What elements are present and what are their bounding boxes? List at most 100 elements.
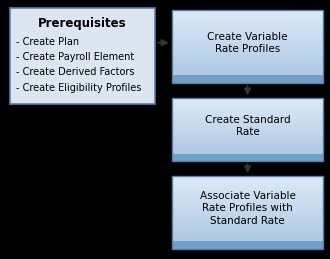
Bar <box>172 14 323 16</box>
Text: - Create Plan: - Create Plan <box>16 37 80 47</box>
Bar <box>172 18 323 19</box>
Bar <box>172 125 323 126</box>
Bar <box>172 227 323 229</box>
Bar <box>172 105 323 106</box>
Bar <box>172 81 323 83</box>
Bar <box>172 137 323 139</box>
FancyBboxPatch shape <box>10 8 155 104</box>
Bar <box>172 192 323 194</box>
Text: Create Standard
Rate: Create Standard Rate <box>205 115 290 138</box>
Bar <box>172 236 323 238</box>
Bar <box>172 100 323 102</box>
Bar <box>172 103 323 105</box>
Bar <box>172 154 323 156</box>
Bar <box>172 119 323 120</box>
Bar <box>172 16 323 18</box>
Bar <box>172 218 323 220</box>
Bar <box>172 63 323 65</box>
Bar <box>172 134 323 136</box>
Bar <box>172 38 323 39</box>
Bar <box>172 189 323 191</box>
Bar <box>172 36 323 38</box>
Bar <box>172 154 323 161</box>
Bar <box>172 194 323 196</box>
Bar <box>172 12 323 14</box>
Bar <box>172 223 323 225</box>
Bar <box>172 178 323 180</box>
Bar <box>172 225 323 227</box>
Bar <box>172 70 323 72</box>
Bar <box>172 74 323 76</box>
Bar <box>172 72 323 74</box>
Bar <box>172 43 323 45</box>
Bar <box>172 76 323 77</box>
Bar <box>172 159 323 161</box>
Bar <box>172 182 323 183</box>
Bar <box>172 212 323 214</box>
Text: Create Variable
Rate Profiles: Create Variable Rate Profiles <box>207 32 288 54</box>
Bar <box>172 47 323 48</box>
Bar <box>172 191 323 192</box>
Bar <box>172 30 323 32</box>
Bar <box>172 247 323 249</box>
Bar <box>172 28 323 30</box>
Bar <box>172 229 323 231</box>
Bar <box>172 111 323 112</box>
Text: - Create Derived Factors: - Create Derived Factors <box>16 67 135 77</box>
Bar <box>172 108 323 109</box>
Bar <box>172 106 323 108</box>
Bar <box>172 145 323 147</box>
Bar <box>172 57 323 59</box>
Bar <box>172 67 323 68</box>
Bar <box>172 39 323 41</box>
Bar <box>172 112 323 114</box>
Bar <box>172 41 323 43</box>
Bar <box>172 48 323 50</box>
Bar <box>172 77 323 79</box>
Bar <box>172 45 323 47</box>
Bar <box>172 153 323 154</box>
Bar <box>172 50 323 52</box>
Bar <box>172 202 323 203</box>
Bar <box>172 140 323 142</box>
Bar <box>172 131 323 133</box>
Bar <box>172 102 323 103</box>
Bar <box>172 79 323 81</box>
Bar <box>172 68 323 70</box>
Bar <box>172 122 323 123</box>
Bar <box>172 216 323 218</box>
Bar <box>172 65 323 67</box>
Bar <box>172 211 323 212</box>
Bar <box>172 203 323 205</box>
Bar <box>172 61 323 63</box>
Bar <box>172 240 323 241</box>
Bar <box>172 147 323 148</box>
Bar <box>172 231 323 232</box>
Bar <box>172 148 323 150</box>
Bar <box>172 185 323 187</box>
Bar <box>172 32 323 34</box>
Bar <box>172 136 323 137</box>
Text: Associate Variable
Rate Profiles with
Standard Rate: Associate Variable Rate Profiles with St… <box>200 191 295 226</box>
Bar <box>172 209 323 211</box>
Bar <box>172 207 323 209</box>
Bar <box>172 143 323 145</box>
Bar <box>172 234 323 236</box>
Bar <box>172 109 323 111</box>
Bar <box>172 34 323 36</box>
Bar <box>172 183 323 185</box>
Bar <box>172 116 323 117</box>
Bar <box>172 214 323 216</box>
Bar <box>172 241 323 243</box>
Bar <box>172 220 323 221</box>
Bar <box>172 221 323 223</box>
Bar <box>172 156 323 157</box>
Bar <box>172 243 323 245</box>
Bar <box>172 238 323 240</box>
Bar <box>172 54 323 56</box>
Bar <box>172 205 323 207</box>
Bar <box>172 187 323 189</box>
Text: - Create Payroll Element: - Create Payroll Element <box>16 52 135 62</box>
Bar <box>172 10 323 12</box>
Bar <box>172 130 323 131</box>
